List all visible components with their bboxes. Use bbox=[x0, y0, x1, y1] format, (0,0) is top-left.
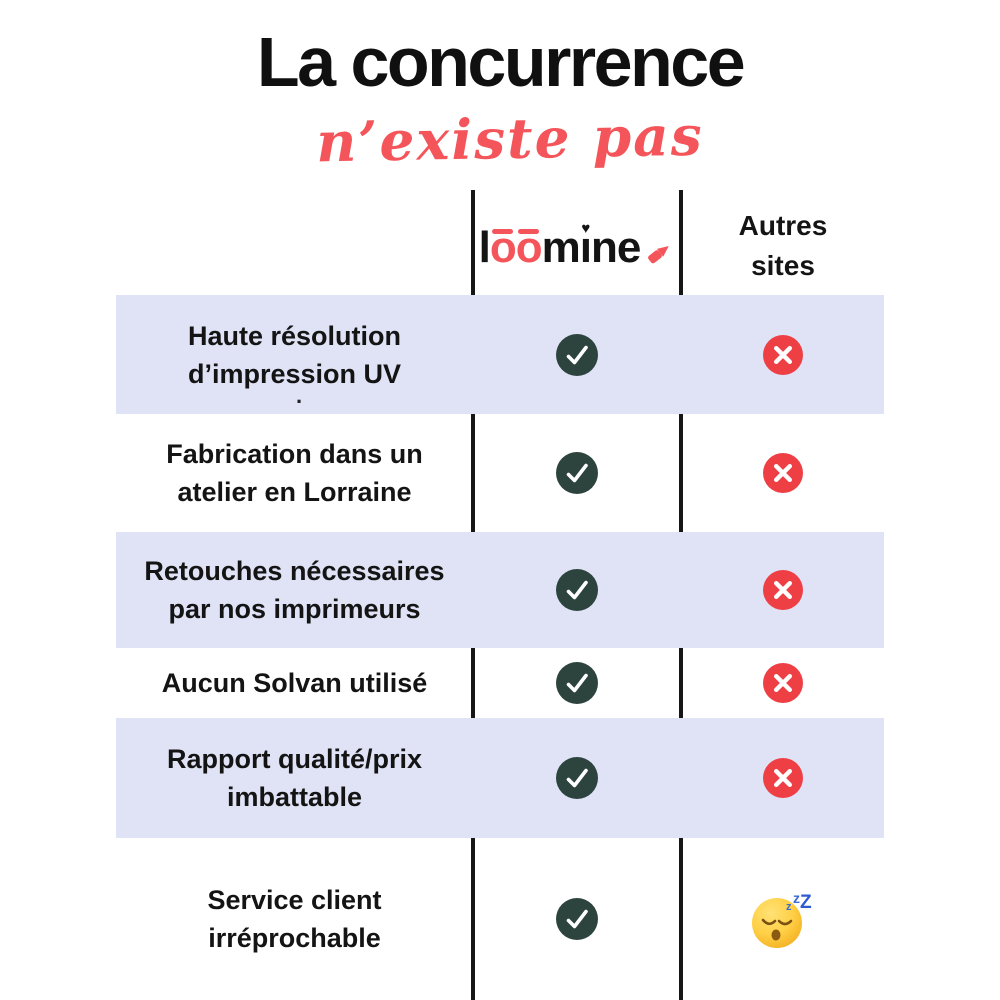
logo-letters-ne: ne bbox=[591, 223, 641, 272]
cross-icon bbox=[762, 453, 803, 493]
check-icon bbox=[556, 452, 598, 494]
other-sites-line1: Autres bbox=[738, 210, 828, 241]
loomine-cell bbox=[473, 757, 681, 799]
check-icon bbox=[556, 898, 598, 940]
stray-dot: . bbox=[296, 383, 303, 408]
loomine-cell bbox=[473, 898, 681, 940]
other-sites-cell bbox=[681, 570, 884, 610]
logo-letter-o-macron: o bbox=[489, 223, 517, 272]
svg-text:z: z bbox=[786, 901, 792, 913]
other-sites-cell bbox=[681, 453, 884, 493]
logo-letter-i: ı ♥ bbox=[579, 220, 592, 272]
row-label: Aucun Solvan utilisé bbox=[161, 668, 428, 698]
other-sites-cell bbox=[681, 663, 884, 703]
paintbrush-icon bbox=[648, 246, 670, 264]
page-subtitle: n’existe pas bbox=[315, 102, 705, 175]
check-icon bbox=[556, 662, 598, 704]
cross-icon bbox=[762, 663, 803, 703]
table-row: Fabrication dans un atelier en Lorraine bbox=[116, 414, 884, 532]
row-label: Haute résolution d’impression UV bbox=[187, 320, 402, 389]
check-icon bbox=[556, 569, 598, 611]
other-sites-cell: z z Z bbox=[681, 889, 884, 949]
other-sites-cell bbox=[681, 758, 884, 798]
table-row: Haute résolution d’impression UV bbox=[116, 295, 884, 414]
cross-icon bbox=[762, 758, 803, 798]
table-row: Retouches nécessaires par nos imprimeurs bbox=[116, 532, 884, 648]
sleeping-emoji-icon: z z Z bbox=[751, 890, 812, 948]
cross-icon bbox=[762, 570, 803, 610]
loomine-cell bbox=[473, 569, 681, 611]
check-icon bbox=[556, 333, 598, 376]
logo-letter-o-macron: o bbox=[515, 223, 543, 272]
check-icon bbox=[556, 757, 598, 799]
loomine-cell bbox=[473, 452, 681, 494]
row-label: Retouches nécessaires par nos imprimeurs bbox=[144, 556, 445, 624]
row-label: Fabrication dans un atelier en Lorraine bbox=[166, 439, 423, 507]
row-label: Rapport qualité/prix imbattable bbox=[166, 744, 423, 812]
svg-text:Z: Z bbox=[800, 892, 812, 913]
cross-icon bbox=[762, 334, 803, 375]
heart-icon: ♥ bbox=[581, 220, 590, 237]
other-sites-header: Autres sites bbox=[683, 206, 883, 286]
svg-text:z: z bbox=[793, 890, 800, 906]
page-title: La concurrence bbox=[256, 23, 746, 101]
loomine-logo: l o o m ı ♥ ne bbox=[471, 220, 683, 276]
logo-letter-l: l bbox=[478, 223, 491, 272]
other-sites-line2: sites bbox=[751, 250, 815, 281]
row-label: Service client irréprochable bbox=[207, 885, 382, 953]
loomine-cell bbox=[473, 333, 681, 376]
loomine-cell bbox=[473, 662, 681, 704]
other-sites-cell bbox=[681, 334, 884, 375]
table-row: Service client irréprochable z z bbox=[116, 838, 884, 1000]
logo-letter-m: m bbox=[541, 223, 581, 272]
table-row: Rapport qualité/prix imbattable bbox=[116, 718, 884, 838]
table-row: Aucun Solvan utilisé bbox=[116, 648, 884, 718]
